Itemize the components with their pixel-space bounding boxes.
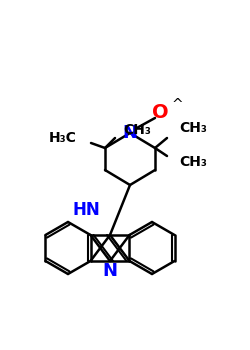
- Text: ^: ^: [172, 98, 184, 112]
- Text: N: N: [122, 124, 138, 142]
- Text: CH₃: CH₃: [179, 155, 207, 169]
- Text: H₃C: H₃C: [49, 131, 77, 145]
- Text: CH₃: CH₃: [179, 121, 207, 135]
- Text: HN: HN: [72, 201, 100, 219]
- Text: O: O: [152, 104, 168, 122]
- Text: N: N: [102, 262, 118, 280]
- Text: CH₃: CH₃: [123, 123, 151, 137]
